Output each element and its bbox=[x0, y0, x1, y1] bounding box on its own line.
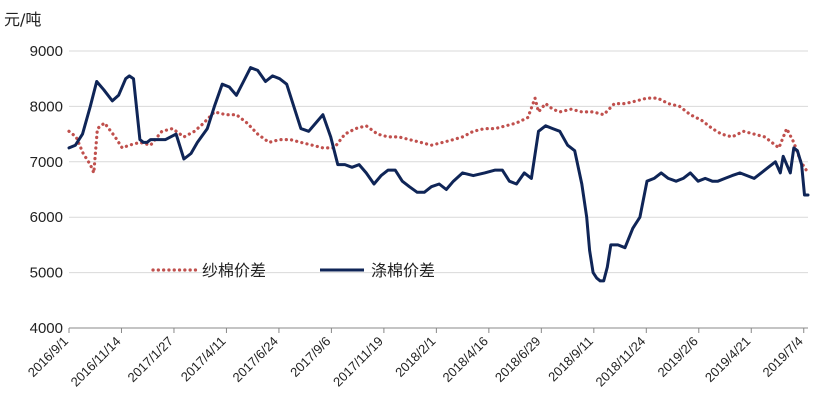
y-axis-ticks: 4000 5000 6000 7000 8000 9000 bbox=[30, 43, 63, 337]
x-tick-label: 2017/9/6 bbox=[287, 334, 333, 380]
x-tick-label: 2017/11/19 bbox=[330, 334, 386, 390]
x-tick-label: 2016/11/14 bbox=[68, 334, 124, 390]
legend-label-2: 涤棉价差 bbox=[371, 261, 435, 280]
y-tick-label: 6000 bbox=[30, 209, 63, 226]
x-tick-label: 2017/1/27 bbox=[125, 334, 177, 386]
x-tick-label: 2019/4/21 bbox=[702, 334, 754, 386]
y-tick-label: 8000 bbox=[30, 98, 63, 115]
x-tick-label: 2018/9/11 bbox=[545, 334, 596, 385]
y-tick-label: 5000 bbox=[30, 265, 63, 282]
gridlines bbox=[69, 50, 808, 274]
y-tick-label: 7000 bbox=[30, 154, 63, 171]
x-tick-label: 2018/6/29 bbox=[492, 334, 544, 386]
series-line-2 bbox=[67, 66, 810, 283]
x-tick-label: 2018/11/24 bbox=[592, 334, 648, 390]
x-tick-label: 2017/4/11 bbox=[178, 334, 229, 385]
x-tick-label: 2018/4/16 bbox=[439, 334, 491, 386]
x-tick-label: 2019/7/4 bbox=[759, 334, 805, 380]
series-line-1 bbox=[67, 96, 810, 175]
series-lines bbox=[67, 66, 810, 283]
x-tick-label: 2017/6/24 bbox=[230, 334, 282, 386]
legend: 纱棉价差 涤棉价差 bbox=[151, 261, 435, 280]
legend-label-1: 纱棉价差 bbox=[202, 261, 266, 280]
x-tick-label: 2019/2/6 bbox=[655, 334, 701, 380]
y-tick-label: 4000 bbox=[30, 320, 63, 337]
x-tick-label: 2016/9/1 bbox=[25, 334, 71, 380]
y-tick-label: 9000 bbox=[30, 43, 63, 60]
y-axis-unit-label: 元/吨 bbox=[4, 10, 42, 29]
x-tick-label: 2018/2/1 bbox=[392, 334, 438, 380]
